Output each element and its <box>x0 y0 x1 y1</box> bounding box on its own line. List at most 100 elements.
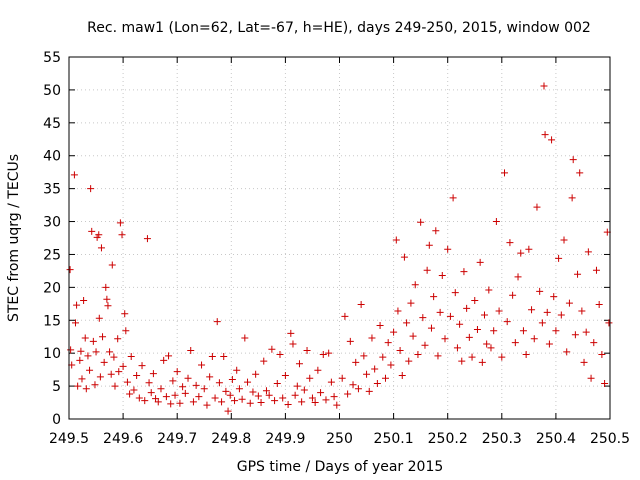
data-point <box>80 297 88 305</box>
data-point <box>592 266 600 274</box>
data-point <box>200 385 208 393</box>
data-point <box>169 377 177 385</box>
data-point <box>257 399 265 407</box>
y-tick-label: 15 <box>43 313 61 329</box>
data-point <box>84 352 92 360</box>
data-point <box>100 358 108 366</box>
data-point <box>411 281 419 289</box>
data-point <box>349 381 357 389</box>
data-point <box>446 312 454 320</box>
x-tick-label: 249.5 <box>49 431 89 447</box>
data-point <box>560 236 568 244</box>
data-point <box>189 398 197 406</box>
data-point <box>149 370 157 378</box>
data-point <box>176 399 184 407</box>
data-point <box>89 337 97 345</box>
data-point <box>545 340 553 348</box>
data-point <box>123 378 131 386</box>
data-point <box>77 347 85 355</box>
data-point <box>557 311 565 319</box>
data-points <box>66 82 613 415</box>
data-point <box>295 360 303 368</box>
y-tick-label: 35 <box>43 182 61 198</box>
y-tick-label: 50 <box>43 83 61 99</box>
data-point <box>127 352 135 360</box>
data-point <box>226 391 234 399</box>
y-axis-label: STEC from uqrg / TECUs <box>6 154 22 322</box>
data-point <box>265 391 273 399</box>
data-point <box>95 314 103 322</box>
data-point <box>308 394 316 402</box>
data-point <box>135 394 143 402</box>
data-point <box>409 332 417 340</box>
data-point <box>110 353 118 361</box>
data-point <box>514 273 522 281</box>
data-point <box>198 361 206 369</box>
data-point <box>552 327 560 335</box>
data-point <box>405 357 413 365</box>
data-point <box>576 169 584 177</box>
data-point <box>284 401 292 409</box>
data-point <box>376 322 384 330</box>
data-point <box>419 314 427 322</box>
data-point <box>291 391 299 399</box>
data-point <box>195 393 203 401</box>
data-point <box>133 372 141 380</box>
data-point <box>206 373 214 381</box>
data-point <box>365 387 373 395</box>
data-point <box>126 390 134 398</box>
data-point <box>587 374 595 382</box>
data-point <box>595 300 603 308</box>
data-point <box>271 397 279 405</box>
data-point <box>371 365 379 373</box>
data-point <box>287 329 295 337</box>
data-point <box>379 353 387 361</box>
data-point <box>465 333 473 341</box>
x-tick-label: 249.6 <box>103 431 143 447</box>
data-point <box>298 398 306 406</box>
data-point <box>114 335 122 343</box>
data-point <box>563 348 571 356</box>
data-point <box>276 350 284 358</box>
data-point <box>254 392 262 400</box>
x-tick-label: 250.1 <box>374 431 414 447</box>
data-point <box>463 304 471 312</box>
data-point <box>73 301 81 309</box>
data-point <box>300 386 308 394</box>
data-point <box>392 236 400 244</box>
y-tick-label: 20 <box>43 280 61 296</box>
data-point <box>441 335 449 343</box>
data-point <box>99 333 107 341</box>
data-point <box>228 376 236 384</box>
data-point <box>86 366 94 374</box>
data-point <box>373 379 381 387</box>
data-point <box>203 401 211 409</box>
data-point <box>423 266 431 274</box>
data-point <box>106 348 114 356</box>
data-point <box>279 394 287 402</box>
data-point <box>160 356 168 364</box>
data-point <box>181 389 189 397</box>
axis-ticks: 0 5 10 15 20 25 30 35 40 45 50 55 249.5 249.6 249.7 249… <box>43 50 630 447</box>
y-tick-label: 0 <box>52 412 61 428</box>
data-point <box>260 357 268 365</box>
data-point <box>71 319 79 327</box>
data-point <box>252 370 260 378</box>
data-point <box>598 350 606 358</box>
data-point <box>238 395 246 403</box>
data-point <box>490 327 498 335</box>
data-point <box>483 340 491 348</box>
data-point <box>108 261 116 269</box>
data-point <box>444 245 452 253</box>
data-point <box>74 382 82 390</box>
data-point <box>540 82 548 90</box>
data-point <box>165 352 173 360</box>
data-point <box>167 400 175 408</box>
data-point <box>485 286 493 294</box>
data-point <box>107 370 115 378</box>
data-point <box>325 349 333 357</box>
data-point <box>157 385 165 393</box>
data-point <box>578 307 586 315</box>
plot-frame <box>68 56 611 420</box>
